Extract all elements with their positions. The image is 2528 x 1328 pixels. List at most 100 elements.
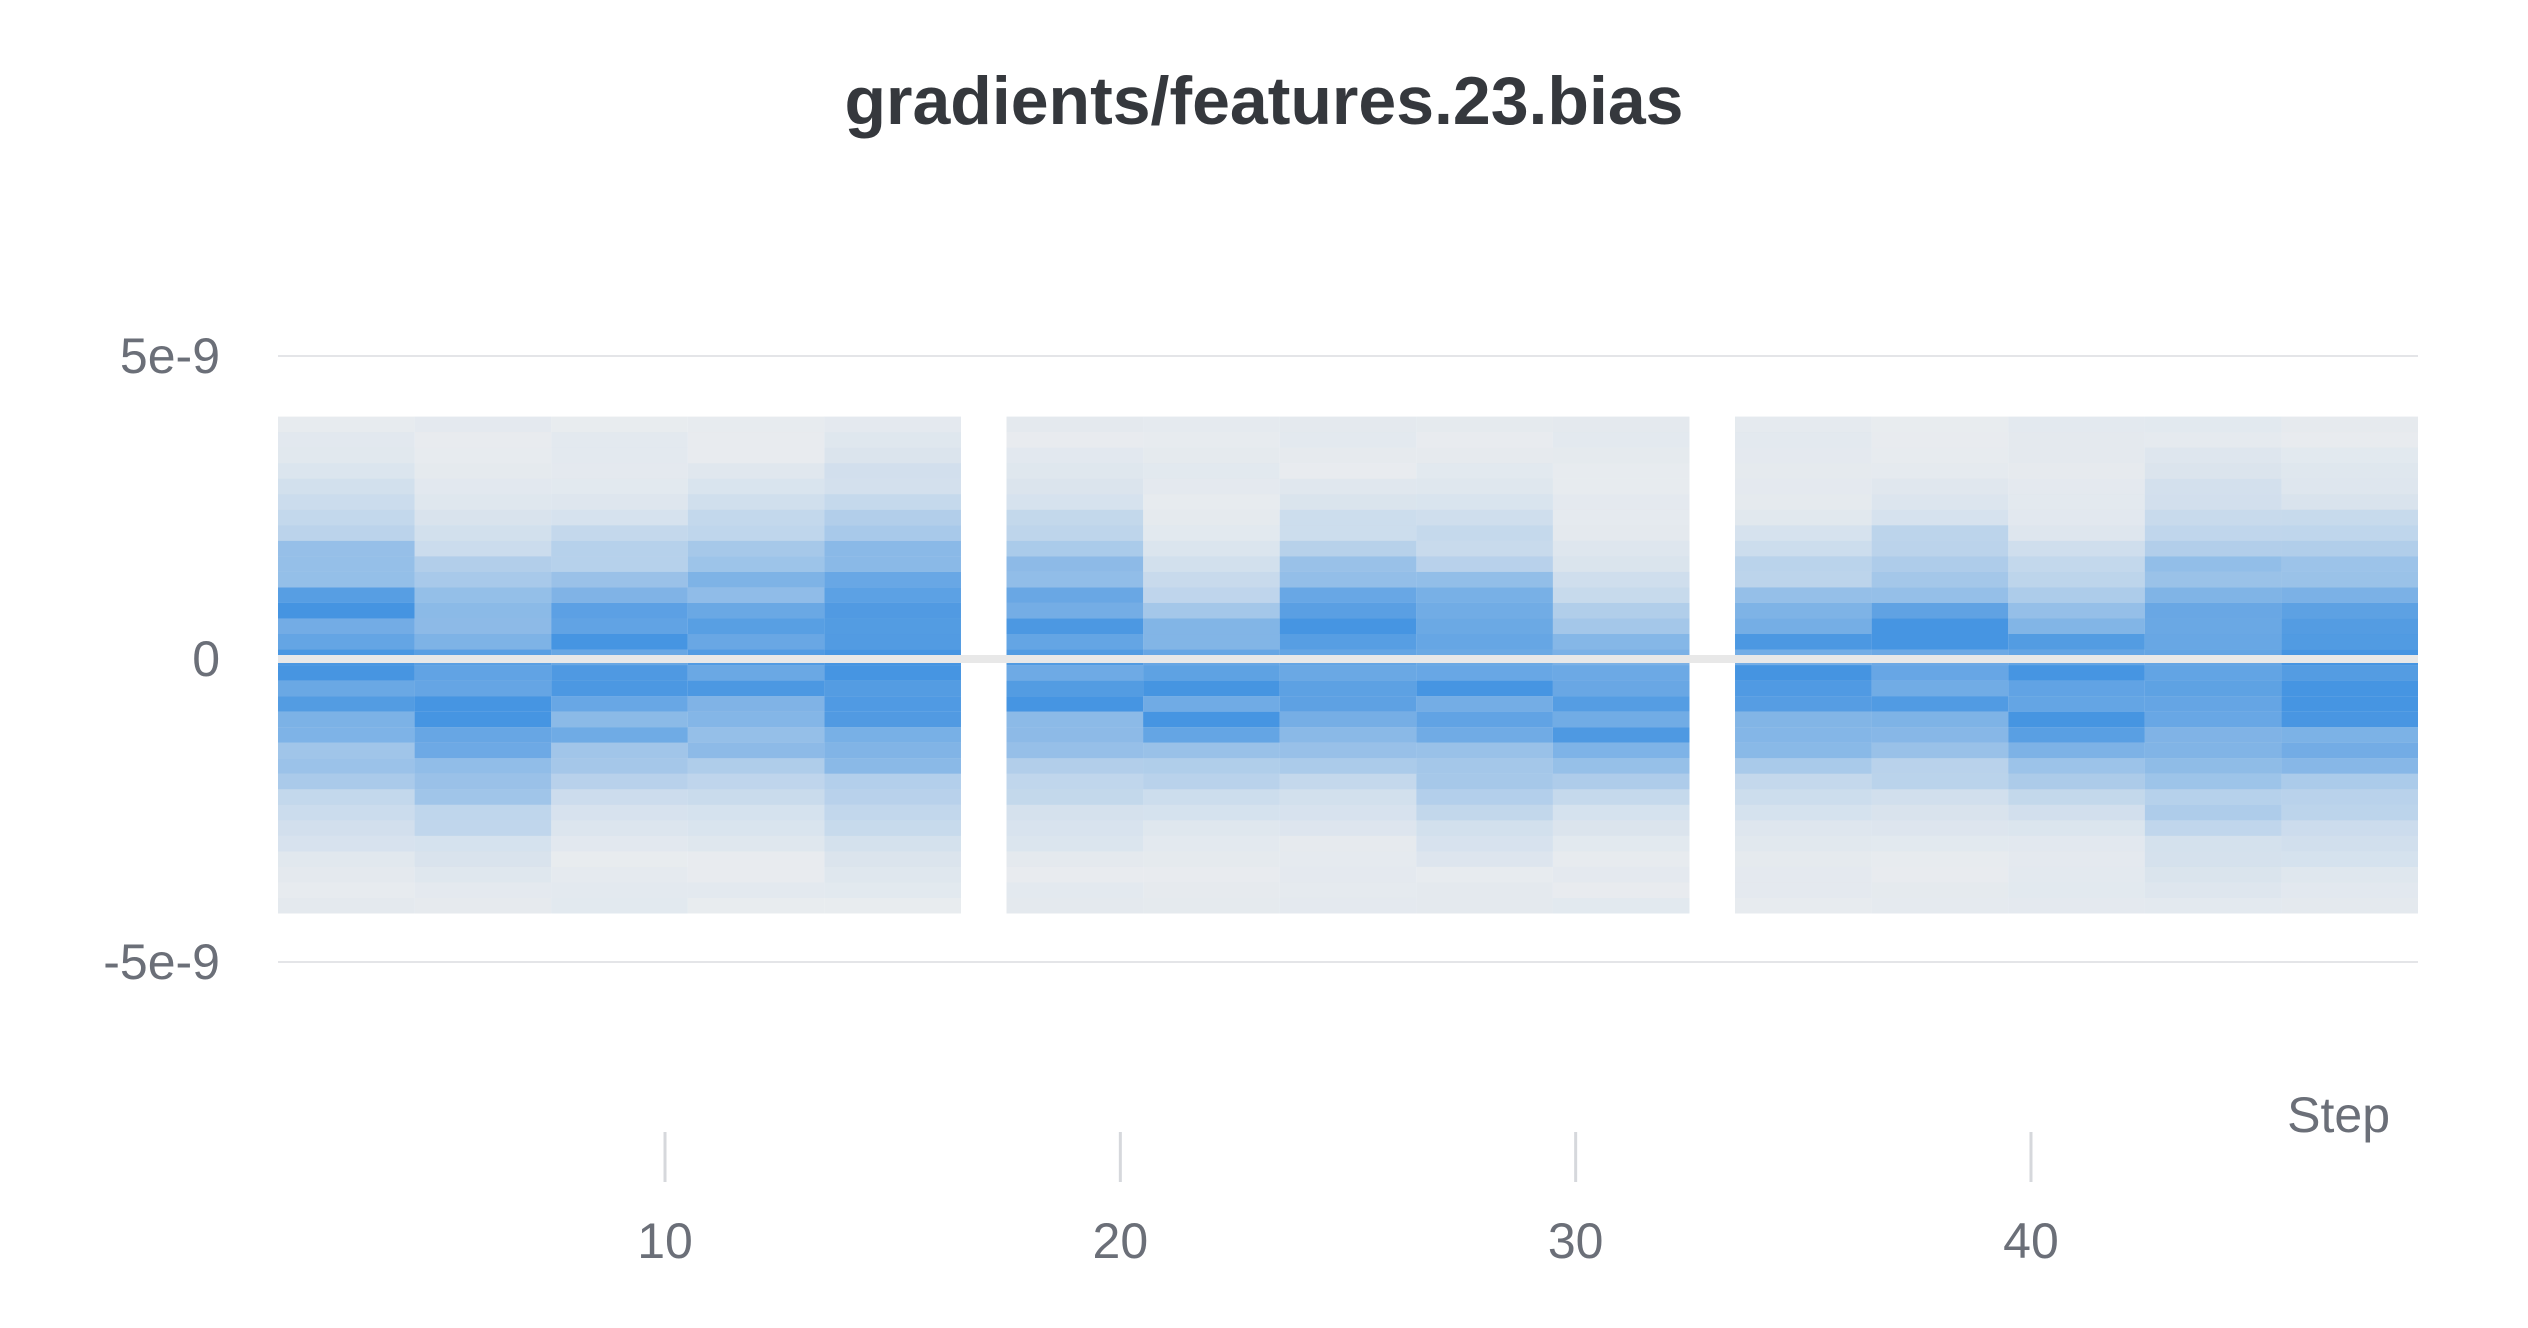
heatmap-cell	[1735, 789, 1872, 805]
heatmap-cell	[1006, 463, 1144, 479]
heatmap-cell	[1871, 556, 2009, 572]
heatmap-cell	[1416, 494, 1553, 510]
heatmap-cell	[687, 835, 825, 852]
heatmap-cell	[687, 727, 825, 743]
heatmap-cell	[1143, 804, 1280, 821]
heatmap-cell	[1552, 478, 1690, 495]
heatmap-cell	[414, 494, 552, 510]
heatmap-cell	[551, 727, 688, 743]
heatmap-cell	[414, 851, 552, 867]
heatmap-cell	[2144, 711, 2282, 728]
heatmap-cell	[1143, 742, 1280, 759]
heatmap-cell	[1735, 509, 1872, 526]
heatmap-cell	[687, 804, 825, 821]
heatmap-cell	[2144, 525, 2282, 541]
heatmap-cell	[1416, 820, 1553, 836]
heatmap-cell	[2144, 416, 2282, 433]
heatmap-cell	[1279, 897, 1417, 914]
heatmap-cell	[278, 851, 415, 867]
heatmap-cell	[551, 525, 688, 541]
heatmap-cell	[1006, 742, 1144, 759]
heatmap-cell	[2008, 634, 2145, 650]
heatmap-cell	[1006, 447, 1144, 464]
heatmap-cell	[1735, 820, 1872, 836]
heatmap-cell	[2281, 463, 2418, 479]
heatmap-cell	[1279, 665, 1417, 681]
x-tick-label: 20	[1093, 1213, 1149, 1269]
heatmap-cell	[1143, 711, 1280, 728]
heatmap-cell	[824, 447, 961, 464]
heatmap-cell	[551, 571, 688, 588]
heatmap-cell	[2008, 463, 2145, 479]
heatmap-cell	[687, 851, 825, 867]
heatmap-cell	[2008, 540, 2145, 557]
heatmap-cell	[278, 680, 415, 697]
heatmap-cell	[2144, 463, 2282, 479]
heatmap-cell	[2281, 742, 2418, 759]
heatmap-cell	[1279, 835, 1417, 852]
heatmap-cell	[2281, 711, 2418, 728]
heatmap-cell	[2144, 758, 2282, 774]
heatmap-cell	[2008, 866, 2145, 883]
heatmap-cell	[824, 463, 961, 479]
heatmap-cell	[1416, 571, 1553, 588]
heatmap-cell	[2008, 835, 2145, 852]
heatmap-cell	[278, 711, 415, 728]
heatmap-cell	[1416, 727, 1553, 743]
heatmap-cell	[2144, 680, 2282, 697]
heatmap-cell	[1143, 525, 1280, 541]
heatmap-cell	[414, 463, 552, 479]
heatmap-cell	[1871, 866, 2009, 883]
heatmap-cell	[1871, 851, 2009, 867]
heatmap-cell	[1871, 773, 2009, 790]
heatmap-cell	[1552, 758, 1690, 774]
heatmap-cell	[1416, 602, 1553, 619]
heatmap-cell	[278, 665, 415, 681]
heatmap-cell	[2008, 602, 2145, 619]
heatmap-cell	[824, 525, 961, 541]
heatmap-cell	[1416, 680, 1553, 697]
heatmap-cell	[1006, 727, 1144, 743]
heatmap-cell	[2008, 494, 2145, 510]
heatmap-cell	[2144, 851, 2282, 867]
heatmap-cell	[1143, 866, 1280, 883]
heatmap-cell	[1143, 416, 1280, 433]
heatmap-cell	[2144, 634, 2282, 650]
heatmap-cell	[687, 463, 825, 479]
heatmap-cell	[1871, 587, 2009, 603]
heatmap-cell	[278, 789, 415, 805]
heatmap-cell	[2144, 789, 2282, 805]
heatmap-cell	[824, 882, 961, 898]
heatmap-cell	[1416, 773, 1553, 790]
heatmap-cell	[551, 758, 688, 774]
heatmap-cell	[1552, 696, 1690, 712]
heatmap-cell	[824, 696, 961, 712]
heatmap-cell	[414, 525, 552, 541]
heatmap-cell	[278, 432, 415, 448]
heatmap-cell	[824, 416, 961, 433]
heatmap-cell	[1552, 742, 1690, 759]
heatmap-cell	[414, 758, 552, 774]
heatmap-cell	[1552, 494, 1690, 510]
heatmap-cell	[1143, 556, 1280, 572]
heatmap-cell	[1871, 758, 2009, 774]
heatmap-cell	[1552, 835, 1690, 852]
heatmap-cell	[1279, 727, 1417, 743]
x-tick-label: 30	[1548, 1213, 1604, 1269]
heatmap-cell	[1006, 851, 1144, 867]
heatmap-cell	[2008, 556, 2145, 572]
heatmap-cell	[2008, 618, 2145, 635]
heatmap-cell	[1143, 835, 1280, 852]
heatmap-cell	[1416, 696, 1553, 712]
heatmap-cell	[1735, 525, 1872, 541]
heatmap-cell	[1735, 804, 1872, 821]
heatmap-cell	[551, 432, 688, 448]
heatmap-cell	[551, 711, 688, 728]
heatmap-cell	[2281, 727, 2418, 743]
heatmap-cell	[824, 494, 961, 510]
heatmap-cell	[1143, 432, 1280, 448]
heatmap-cell	[687, 525, 825, 541]
heatmap-cell	[1871, 509, 2009, 526]
heatmap-cell	[2008, 711, 2145, 728]
heatmap-cell	[687, 494, 825, 510]
